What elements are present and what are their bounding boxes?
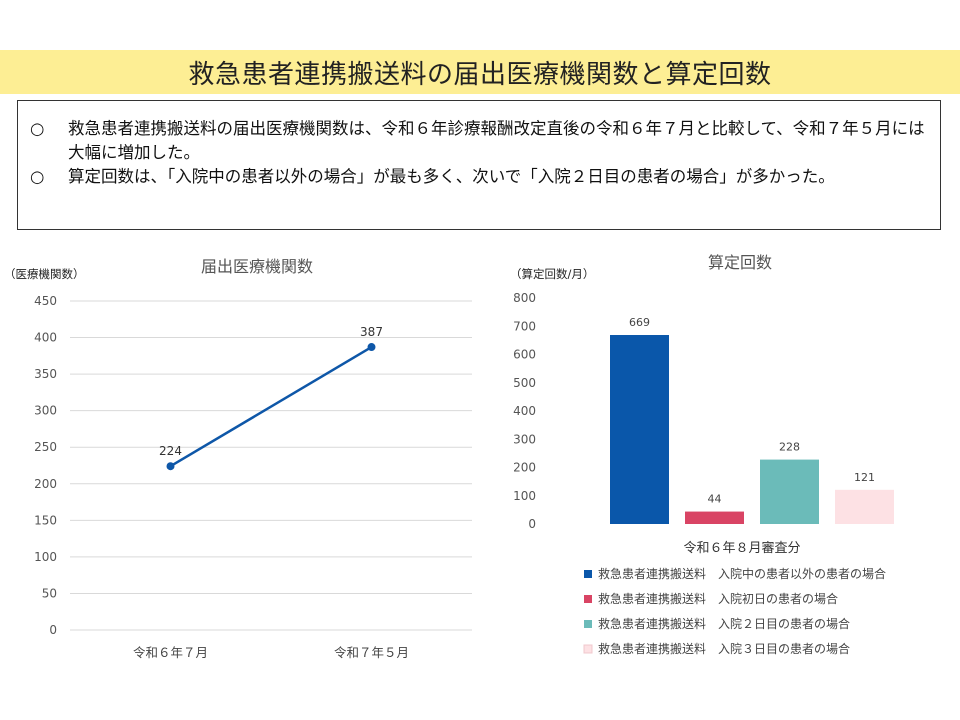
y-tick-label: 600: [513, 348, 536, 362]
x-tick-label: 令和６年７月: [133, 645, 208, 660]
y-tick-label: 400: [513, 404, 536, 418]
y-tick-label: 800: [513, 291, 536, 305]
legend-label: 救急患者連携搬送料 入院３日目の患者の場合: [598, 641, 850, 656]
data-label: 228: [779, 441, 800, 454]
y-tick-label: 150: [34, 513, 57, 527]
y-tick-label: 500: [513, 376, 536, 390]
legend-swatch: [583, 644, 593, 654]
title-band: 救急患者連携搬送料の届出医療機関数と算定回数: [0, 50, 960, 94]
legend-label: 救急患者連携搬送料 入院中の患者以外の患者の場合: [598, 566, 886, 581]
data-label: 669: [629, 316, 650, 329]
y-tick-label: 50: [42, 586, 57, 600]
y-tick-label: 250: [34, 440, 57, 454]
y-tick-label: 300: [34, 404, 57, 418]
bullet-text: 算定回数は、「入院中の患者以外の場合」が最も多く、次いで「入院２日目の患者の場合…: [68, 167, 835, 186]
y-tick-label: 400: [34, 331, 57, 345]
data-label: 387: [360, 325, 383, 339]
x-tick-label: 令和７年５月: [334, 645, 409, 660]
bar: [835, 489, 894, 524]
series-line: [169, 345, 373, 468]
y-tick-label: 100: [34, 550, 57, 564]
legend-swatch: [584, 620, 592, 628]
bullet-text: 救急患者連携搬送料の届出医療機関数は、令和６年診療報酬改定直後の令和６年７月と比…: [68, 119, 925, 162]
data-label: 44: [708, 493, 722, 506]
data-point: [166, 462, 175, 471]
legend-label: 救急患者連携搬送料 入院２日目の患者の場合: [598, 616, 850, 631]
bullet-mark: ○: [30, 119, 45, 138]
bar: [685, 511, 744, 524]
y-tick-label: 700: [513, 319, 536, 333]
y-tick-label: 200: [34, 477, 57, 491]
y-axis-label: （医療機関数）: [4, 267, 85, 281]
legend-swatch: [584, 570, 592, 578]
data-label: 224: [159, 444, 182, 458]
bar: [610, 335, 669, 524]
y-axis-label: （算定回数/月）: [510, 267, 594, 281]
bar: [760, 459, 819, 524]
y-tick-label: 450: [34, 294, 57, 308]
summary-bullet-1: ○ 救急患者連携搬送料の届出医療機関数は、令和６年診療報酬改定直後の令和６年７月…: [30, 117, 928, 165]
bullet-mark: ○: [30, 167, 45, 186]
bar-chart: 算定回数 （算定回数/月） 0 100 200 300 400 500 600 700 800 669…: [510, 253, 894, 656]
summary-bullet-2: ○ 算定回数は、「入院中の患者以外の場合」が最も多く、次いで「入院２日目の患者の…: [30, 165, 928, 189]
y-tick-label: 0: [49, 623, 57, 637]
summary-box: ○ 救急患者連携搬送料の届出医療機関数は、令和６年診療報酬改定直後の令和６年７月…: [17, 100, 941, 230]
y-tick-label: 100: [513, 489, 536, 503]
page-title: 救急患者連携搬送料の届出医療機関数と算定回数: [188, 59, 772, 90]
y-tick-label: 0: [528, 517, 536, 531]
legend-label: 救急患者連携搬送料 入院初日の患者の場合: [598, 591, 838, 606]
line-chart: 届出医療機関数 （医療機関数） 0 50 100 150 200 250 300 350 400 45…: [4, 257, 472, 660]
chart-title: 算定回数: [708, 253, 772, 272]
legend-swatch: [584, 595, 592, 603]
y-tick-label: 350: [34, 367, 57, 381]
chart-title: 届出医療機関数: [201, 257, 313, 276]
y-tick-label: 200: [513, 461, 536, 475]
x-axis-label: 令和６年８月審査分: [683, 541, 800, 556]
y-tick-label: 300: [513, 432, 536, 446]
data-point: [367, 343, 376, 352]
data-label: 121: [854, 471, 875, 484]
